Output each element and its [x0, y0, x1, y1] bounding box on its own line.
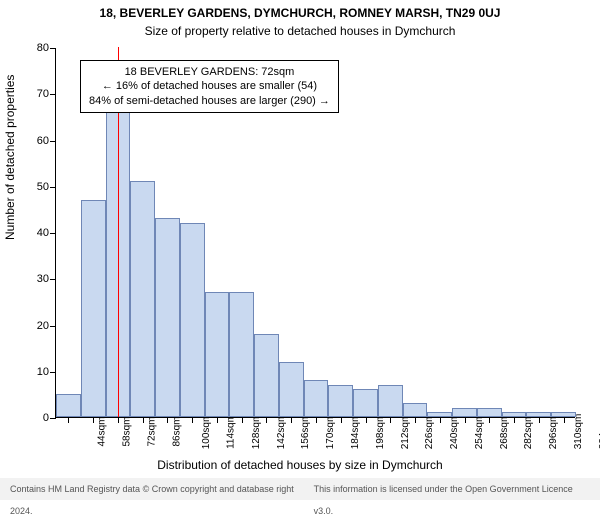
y-tick-label: 40: [21, 227, 49, 239]
x-tick: [440, 417, 441, 423]
y-tick-label: 30: [21, 273, 49, 285]
x-tick: [143, 417, 144, 423]
y-tick: [50, 141, 56, 142]
x-tick: [341, 417, 342, 423]
x-tick-label: 86sqm: [171, 416, 182, 446]
histogram-bar: [477, 408, 502, 417]
x-tick: [217, 417, 218, 423]
plot-area: 0102030405060708044sqm58sqm72sqm86sqm100…: [55, 48, 575, 418]
chart-container: 18, BEVERLEY GARDENS, DYMCHURCH, ROMNEY …: [0, 0, 600, 500]
x-tick-label: 114sqm: [226, 414, 237, 449]
footer-right-text: This information is licensed under the O…: [314, 478, 590, 500]
histogram-bar: [304, 380, 329, 417]
x-tick: [366, 417, 367, 423]
y-axis-label: Number of detached properties: [3, 75, 17, 240]
x-tick-label: 44sqm: [97, 416, 108, 446]
x-tick: [93, 417, 94, 423]
x-axis-label: Distribution of detached houses by size …: [0, 458, 600, 472]
x-tick: [192, 417, 193, 423]
x-tick: [465, 417, 466, 423]
x-tick-label: 142sqm: [276, 414, 287, 450]
x-tick-label: 184sqm: [350, 414, 361, 450]
y-tick-label: 0: [21, 412, 49, 424]
x-tick-label: 226sqm: [424, 414, 435, 450]
y-tick-label: 70: [21, 88, 49, 100]
histogram-bar: [403, 403, 428, 417]
x-tick: [242, 417, 243, 423]
x-tick-label: 72sqm: [146, 416, 157, 446]
y-tick: [50, 418, 56, 419]
y-tick-label: 10: [21, 366, 49, 378]
x-tick-label: 310sqm: [573, 414, 584, 450]
y-tick-label: 50: [21, 181, 49, 193]
histogram-bar: [81, 200, 106, 417]
x-tick: [167, 417, 168, 423]
histogram-bar: [279, 362, 304, 418]
x-tick-label: 268sqm: [499, 414, 510, 450]
histogram-bar: [155, 218, 180, 417]
x-tick: [564, 417, 565, 423]
x-tick: [514, 417, 515, 423]
x-tick-label: 128sqm: [251, 414, 262, 450]
histogram-bar: [205, 292, 230, 417]
histogram-bar: [452, 408, 477, 417]
annotation-line: 18 BEVERLEY GARDENS: 72sqm: [89, 65, 330, 79]
y-tick-label: 60: [21, 135, 49, 147]
footer-left-text: Contains HM Land Registry data © Crown c…: [10, 478, 314, 500]
x-tick-label: 170sqm: [325, 414, 336, 450]
chart-supertitle: 18, BEVERLEY GARDENS, DYMCHURCH, ROMNEY …: [0, 6, 600, 20]
y-tick: [50, 48, 56, 49]
x-tick-label: 282sqm: [523, 414, 534, 450]
x-tick: [539, 417, 540, 423]
x-tick: [118, 417, 119, 423]
y-tick: [50, 326, 56, 327]
x-tick-label: 296sqm: [548, 414, 559, 450]
x-tick: [291, 417, 292, 423]
x-tick-label: 240sqm: [449, 414, 460, 450]
chart-title: Size of property relative to detached ho…: [0, 24, 600, 38]
annotation-line: 84% of semi-detached houses are larger (…: [89, 94, 330, 108]
histogram-bar: [56, 394, 81, 417]
histogram-bar: [130, 181, 155, 417]
annotation-line: ← 16% of detached houses are smaller (54…: [89, 79, 330, 93]
y-tick: [50, 279, 56, 280]
x-tick-label: 58sqm: [122, 416, 133, 446]
y-tick: [50, 187, 56, 188]
histogram-bar: [353, 389, 378, 417]
y-tick: [50, 233, 56, 234]
x-tick-label: 100sqm: [202, 414, 213, 450]
footer-bar: Contains HM Land Registry data © Crown c…: [0, 478, 600, 500]
x-tick: [266, 417, 267, 423]
y-tick-label: 80: [21, 42, 49, 54]
x-tick-label: 156sqm: [301, 414, 312, 450]
histogram-bar: [328, 385, 353, 417]
x-tick-label: 212sqm: [400, 414, 411, 450]
annotation-box: 18 BEVERLEY GARDENS: 72sqm← 16% of detac…: [80, 60, 339, 113]
x-tick-label: 198sqm: [375, 414, 386, 450]
histogram-bar: [254, 334, 279, 417]
y-tick: [50, 372, 56, 373]
x-tick: [489, 417, 490, 423]
x-tick: [316, 417, 317, 423]
histogram-bar: [180, 223, 205, 417]
histogram-bar: [229, 292, 254, 417]
histogram-bar: [378, 385, 403, 417]
y-tick-label: 20: [21, 320, 49, 332]
x-tick: [415, 417, 416, 423]
x-tick: [68, 417, 69, 423]
y-tick: [50, 94, 56, 95]
x-tick-label: 254sqm: [474, 414, 485, 450]
x-tick: [390, 417, 391, 423]
